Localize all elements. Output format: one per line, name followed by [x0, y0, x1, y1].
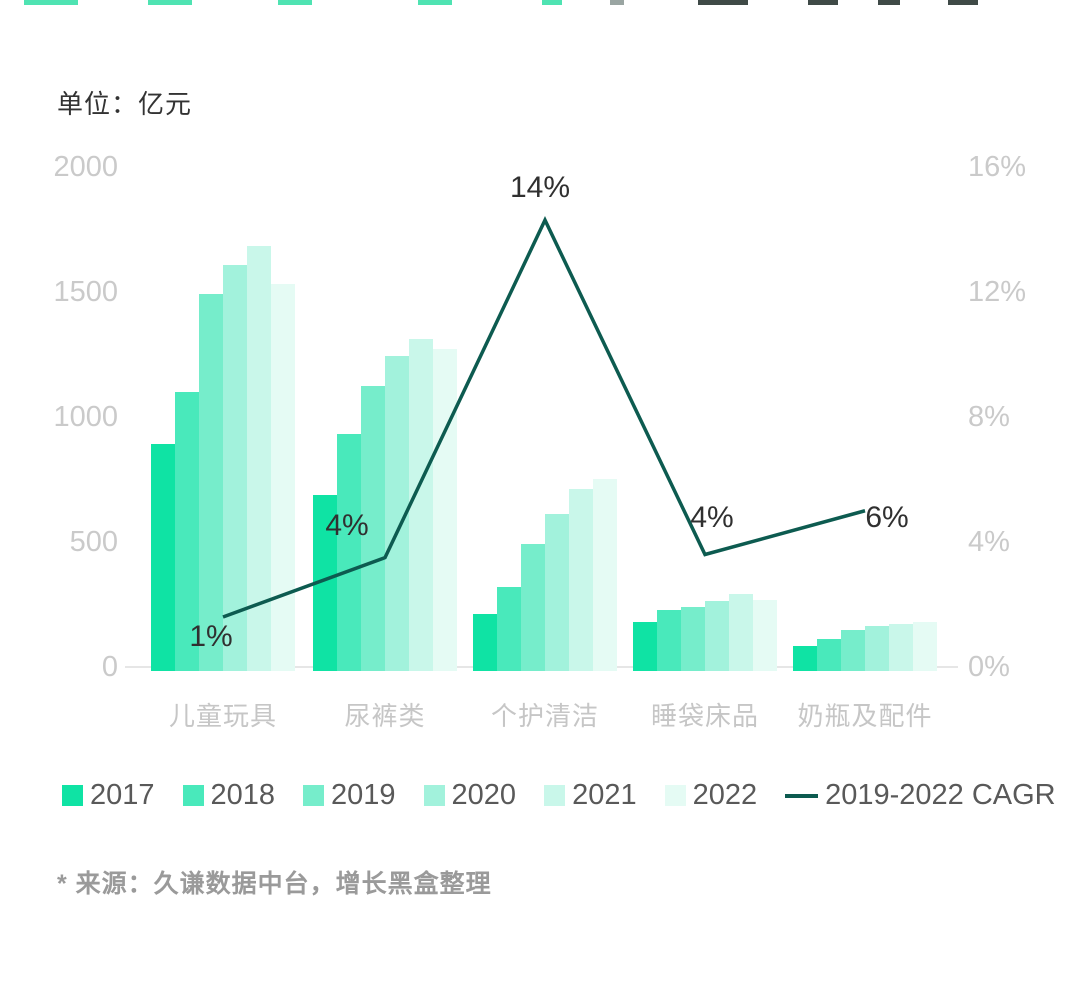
legend-item-cagr: 2019-2022 CAGR	[785, 779, 1056, 812]
bar-2017-cat5	[793, 646, 817, 671]
legend-swatch-2018	[182, 785, 204, 806]
legend-swatch-2017	[62, 785, 83, 806]
y-axis-right-tick-label: 16%	[968, 151, 1027, 183]
y-axis-left-tick-label: 1000	[53, 401, 118, 433]
bar-2021-cat1	[247, 246, 271, 671]
y-axis-left-tick-label: 2000	[53, 151, 118, 183]
top-crop-mark	[542, 0, 562, 5]
legend-swatch-2019	[303, 785, 325, 806]
top-crop-mark	[878, 0, 900, 5]
cagr-value-label: 1%	[189, 620, 233, 653]
bar-2017-cat3	[473, 613, 497, 671]
bar-2020-cat2	[385, 356, 409, 671]
x-axis-category-label: 个护清洁	[490, 701, 600, 731]
cagr-value-label: 14%	[509, 171, 571, 205]
bar-2022-cat5	[913, 622, 937, 671]
top-crop-mark	[418, 0, 452, 5]
legend-item-2021: 2021	[544, 779, 637, 812]
legend-swatch-2020	[423, 785, 445, 806]
bar-2022-cat2	[433, 348, 457, 671]
top-crop-mark	[148, 0, 192, 5]
y-axis-left-tick-label: 500	[69, 526, 118, 558]
top-crop-mark	[808, 0, 838, 5]
bar-2017-cat1	[151, 443, 175, 671]
bar-2021-cat4	[729, 593, 753, 671]
y-axis-right-tick-label: 12%	[968, 276, 1027, 308]
legend-label-2022: 2022	[692, 779, 758, 811]
top-crop-mark	[24, 0, 78, 5]
y-axis-right-tick-label: 4%	[968, 526, 1010, 558]
legend: 2017 2018 2019 2020 2021 2022 2019-2022 …	[62, 779, 1056, 812]
top-crop-mark	[278, 0, 312, 5]
bar-2022-cat3	[593, 478, 617, 671]
bar-2020-cat4	[705, 601, 729, 671]
legend-swatch-2021	[544, 785, 566, 806]
legend-label-2017: 2017	[90, 779, 155, 811]
top-crop-mark	[948, 0, 978, 5]
top-crop-mark	[698, 0, 748, 5]
legend-label-2019: 2019	[331, 779, 396, 811]
bar-2020-cat1	[223, 264, 247, 671]
legend-item-2022: 2022	[664, 779, 758, 812]
cagr-value-label: 6%	[865, 500, 909, 534]
y-axis-right-tick-label: 0%	[968, 651, 1010, 683]
bar-2022-cat1	[271, 283, 295, 671]
bar-2018-cat1	[175, 392, 199, 671]
legend-item-2017: 2017	[62, 779, 155, 812]
x-axis-category-label: 尿裤类	[344, 701, 426, 731]
bar-2021-cat2	[409, 338, 433, 671]
y-axis-left-tick-label: 1500	[53, 276, 118, 308]
source-note: * 来源：久谦数据中台，增长黑盒整理	[57, 870, 492, 898]
y-axis-right-tick-label: 8%	[968, 401, 1010, 433]
bar-2022-cat4	[753, 599, 777, 671]
unit-note: 单位：亿元	[57, 89, 193, 119]
bar-2020-cat5	[865, 626, 889, 671]
x-axis-category-label: 奶瓶及配件	[797, 701, 933, 731]
bar-2018-cat3	[497, 587, 521, 671]
legend-label-cagr: 2019-2022 CAGR	[825, 779, 1056, 811]
bar-2017-cat4	[633, 622, 657, 671]
legend-item-2020: 2020	[423, 779, 517, 812]
bar-2020-cat3	[545, 513, 569, 671]
bar-2019-cat1	[199, 293, 223, 671]
legend-swatch-2022	[664, 785, 686, 806]
x-axis-category-label: 儿童玩具	[168, 701, 278, 731]
legend-label-2018: 2018	[210, 779, 276, 811]
legend-label-2021: 2021	[572, 779, 637, 811]
bar-2018-cat4	[657, 609, 681, 671]
legend-item-2019: 2019	[303, 779, 396, 812]
legend-item-2018: 2018	[182, 779, 276, 812]
bar-2021-cat5	[889, 623, 913, 671]
bar-2019-cat5	[841, 629, 865, 671]
y-axis-left-tick-label: 0	[101, 651, 118, 683]
bar-2018-cat5	[817, 638, 841, 671]
top-crop-mark	[610, 0, 624, 5]
legend-label-2020: 2020	[451, 779, 517, 811]
bar-2019-cat4	[681, 607, 705, 671]
cagr-line-legend-icon	[785, 793, 819, 798]
x-axis-category-label: 睡袋床品	[650, 701, 760, 731]
bar-2021-cat3	[569, 488, 593, 671]
bar-2019-cat3	[521, 543, 545, 671]
cagr-value-label: 4%	[690, 500, 734, 534]
cagr-value-label: 4%	[325, 508, 369, 542]
bar-2018-cat2	[337, 433, 361, 671]
